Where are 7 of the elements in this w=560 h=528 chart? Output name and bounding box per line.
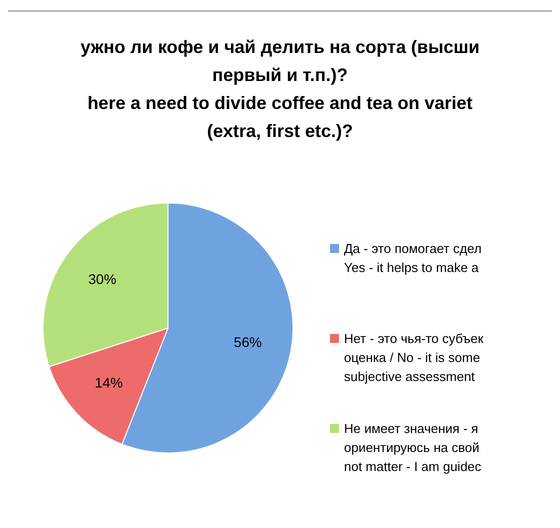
legend-label: Нет - это чья-то субъек оценка / No - it is some subjective assessment [344,331,484,384]
legend-label: Не имеет значения - я ориентируюсь на свой not matter - I am guidec [344,421,482,474]
data-label: 14% [94,374,123,390]
chart-title: ужно ли кофе и чай делить на сорта (высши первый и т.п.)? here a need to divide coffee and tea on variet (extra, first etc.)? [80,37,480,141]
data-label: 30% [88,270,116,287]
legend-label: Да - это помогает сдел Yes - it helps to make a [344,241,482,275]
data-label: 56% [234,334,262,350]
